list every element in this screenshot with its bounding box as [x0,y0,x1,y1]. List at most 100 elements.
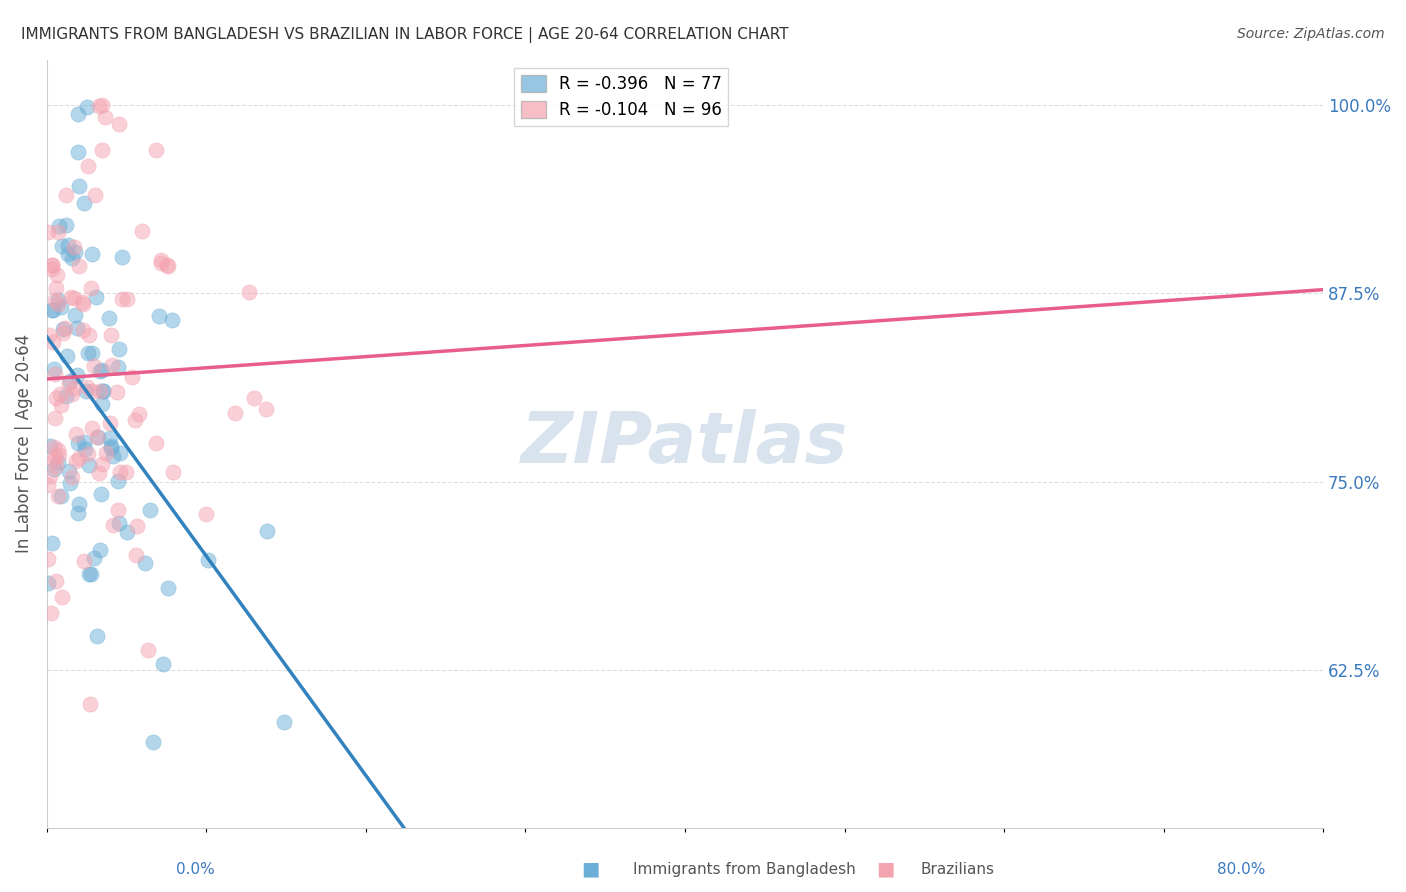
Point [37,576,59,591]
Point [41,536,63,550]
Point [80,421,103,435]
Point [97,310,120,325]
Point [72,297,94,311]
Point [59,476,82,491]
Point [80,247,103,261]
Point [66,107,89,121]
Point [125,519,148,533]
Point [83,551,105,566]
Point [51,489,73,503]
Point [79,697,101,711]
Point [117,525,139,540]
Point [256,524,278,538]
Point [254,402,277,417]
Point [41,259,63,273]
Point [91,143,114,157]
Point [76,345,98,359]
Point [162,465,184,479]
Point [83,188,105,202]
Point [83,359,105,373]
Point [41,303,63,318]
Point [67,179,90,194]
Point [107,343,129,357]
Point [49,386,72,401]
Point [65,453,87,467]
Point [55,389,77,403]
Point [107,474,129,488]
Point [72,434,94,449]
Point [45,281,67,295]
Point [60,290,83,304]
Point [105,385,128,400]
Point [156,258,179,272]
Point [82,346,104,360]
Point [42,454,65,468]
Point [84,290,107,304]
Text: Immigrants from Bangladesh: Immigrants from Bangladesh [633,863,855,877]
Point [73,554,96,568]
Point [91,384,114,399]
Point [107,118,129,132]
Point [107,503,129,517]
Point [94,445,117,459]
Point [42,462,65,476]
Point [38,469,60,483]
Point [37,478,59,492]
Point [156,581,179,595]
Point [45,268,67,283]
Y-axis label: In Labor Force | Age 20-64: In Labor Force | Age 20-64 [15,334,32,553]
Point [273,715,295,730]
Point [51,300,73,314]
Point [124,413,146,427]
Point [243,391,266,405]
Point [121,369,143,384]
Point [60,469,83,483]
Point [124,548,146,562]
Point [37,552,59,566]
Point [77,447,100,461]
Point [48,449,70,463]
Point [66,368,89,382]
Point [90,457,112,471]
Point [46,297,69,311]
Point [45,574,67,588]
Point [134,556,156,570]
Point [46,225,69,239]
Point [100,327,122,342]
Point [108,465,131,479]
Point [67,259,90,273]
Point [100,441,122,455]
Point [44,367,66,381]
Point [58,376,80,391]
Point [94,110,117,124]
Point [44,411,66,425]
Point [87,467,110,481]
Point [115,465,138,479]
Point [100,358,122,372]
Point [91,98,114,112]
Point [103,449,125,463]
Point [58,464,80,478]
Point [90,487,112,501]
Point [76,100,98,114]
Point [59,374,82,388]
Point [52,326,75,340]
Text: Source: ZipAtlas.com: Source: ZipAtlas.com [1237,27,1385,41]
Point [67,497,90,511]
Point [98,431,121,445]
Point [55,187,77,202]
Point [156,259,179,273]
Point [86,629,108,643]
Point [73,195,96,210]
Text: 0.0%: 0.0% [176,863,215,877]
Point [115,292,138,306]
Point [100,439,122,453]
Point [55,219,77,233]
Text: ■: ■ [581,859,600,878]
Point [87,98,110,112]
Point [111,293,134,307]
Point [79,281,101,295]
Point [89,364,111,378]
Point [44,450,66,465]
Point [90,397,112,411]
